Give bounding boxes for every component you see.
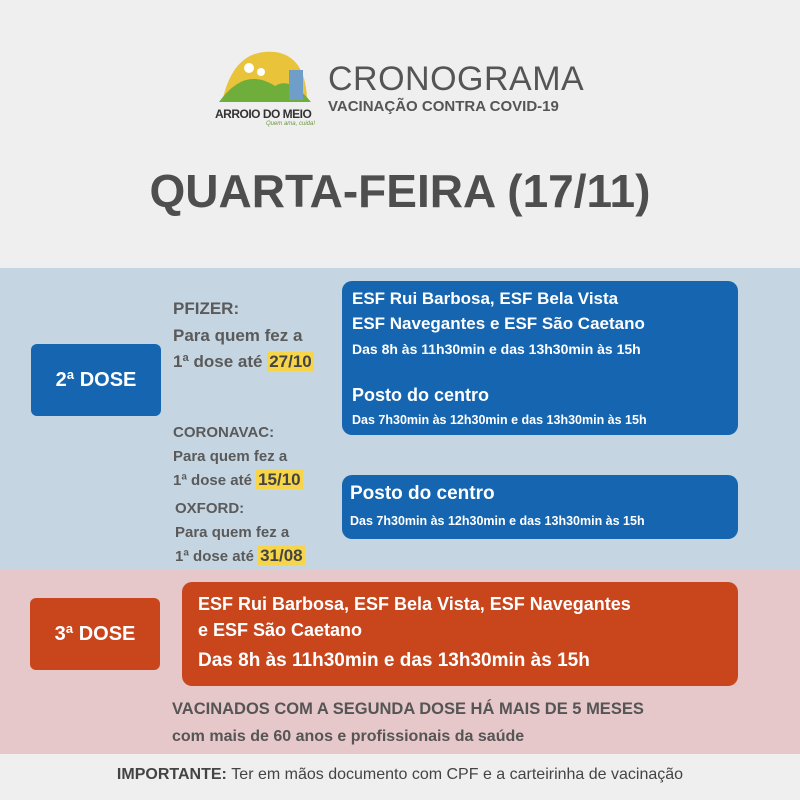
hours-line: Das 7h30min às 12h30min e das 13h30min à… [352,413,647,427]
footer-notice: IMPORTANTE: Ter em mãos documento com CP… [0,766,800,784]
pfizer-date: 27/10 [267,352,314,371]
logo-tagline: Quem ama, cuida! [265,121,315,127]
oxford-line1: Para quem fez a [175,524,290,541]
dose3-badge: 3ª DOSE [30,598,160,670]
pfizer-label: PFIZER: [173,299,240,318]
header-subtitle: VACINAÇÃO CONTRA COVID-19 [328,98,559,115]
dose3-note2: com mais de 60 anos e profissionais da s… [172,728,525,745]
dose2-badge: 2ª DOSE [31,344,161,416]
header-title: CRONOGRAMA [328,60,585,98]
hours-line: Das 8h às 11h30min e das 13h30min às 15h [352,341,641,357]
logo: ARROIO DO MEIO Quem ama, cuida! [215,46,315,127]
footer [0,754,800,800]
pfizer-line2: 1ª dose até 27/10 [173,352,314,372]
location-line: ESF Rui Barbosa, ESF Bela Vista, ESF Nav… [198,594,631,614]
hours-line: Das 8h às 11h30min e das 13h30min às 15h [198,650,590,671]
coronavac-date: 15/10 [256,470,303,489]
important-label: IMPORTANTE: [116,766,227,783]
oxford-line2-text: 1ª dose até [175,548,254,565]
oxford-label: OXFORD: [175,500,245,517]
dose3-box: ESF Rui Barbosa, ESF Bela Vista, ESF Nav… [182,582,738,686]
pfizer-line1: Para quem fez a [173,326,303,345]
hours-line: Das 7h30min às 12h30min e das 13h30min à… [350,514,645,528]
location-line: e ESF São Caetano [198,620,363,640]
oxford-line2: 1ª dose até 31/08 [175,546,305,566]
oxford-date: 31/08 [258,546,305,565]
location-line: ESF Rui Barbosa, ESF Bela Vista [352,289,619,308]
coronavac-oxford-box: Posto do centro Das 7h30min às 12h30min … [342,475,738,539]
coronavac-line2-text: 1ª dose até [173,472,252,489]
logo-text: ARROIO DO MEIO [215,107,312,121]
coronavac-label: CORONAVAC: [173,424,275,441]
location-line: Posto do centro [352,385,490,405]
dose3-note1: VACINADOS COM A SEGUNDA DOSE HÁ MAIS DE … [172,700,644,718]
location-line: ESF Navegantes e ESF São Caetano [352,314,645,333]
page-day-title: QUARTA-FEIRA (17/11) [149,165,651,217]
coronavac-line1: Para quem fez a [173,448,288,465]
pfizer-locations-box: ESF Rui Barbosa, ESF Bela Vista ESF Nave… [342,281,738,435]
pfizer-line2-text: 1ª dose até [173,352,263,371]
coronavac-line2: 1ª dose até 15/10 [173,470,303,490]
important-text: Ter em mãos documento com CPF e a cartei… [231,766,684,783]
location-line: Posto do centro [350,483,495,504]
